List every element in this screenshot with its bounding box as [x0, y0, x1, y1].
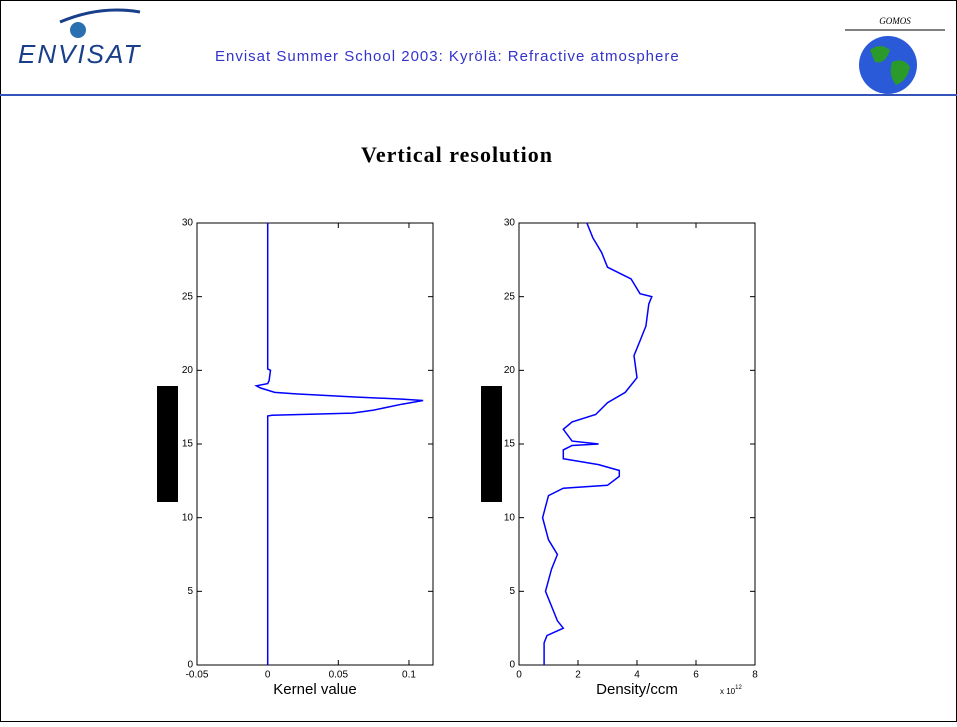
y-tick-label: 15 — [182, 439, 194, 450]
black-bar — [481, 386, 502, 502]
x-multiplier-exponent: 12 — [735, 685, 742, 691]
y-tick-label: 20 — [182, 365, 194, 376]
x-axis-label: Density/ccm — [596, 681, 678, 698]
x-tick-label: 0.1 — [402, 670, 416, 681]
x-tick-label: 4 — [634, 670, 640, 681]
y-tick-label: 5 — [187, 586, 193, 597]
logo-globe — [70, 22, 86, 38]
slide-title: Vertical resolution — [361, 142, 553, 167]
y-tick-label: 30 — [182, 218, 194, 229]
y-tick-label: 25 — [504, 291, 516, 302]
x-tick-label: 6 — [693, 670, 699, 681]
y-tick-label: 10 — [182, 512, 194, 523]
x-tick-label: -0.05 — [186, 670, 209, 681]
y-tick-label: 5 — [509, 586, 515, 597]
y-tick-label: 15 — [504, 439, 516, 450]
y-tick-label: 30 — [504, 218, 516, 229]
logo-right: GOMOS — [879, 16, 911, 26]
y-tick-label: 0 — [509, 660, 515, 671]
x-tick-label: 0 — [516, 670, 522, 681]
x-tick-label: 0 — [265, 670, 271, 681]
x-tick-label: 8 — [752, 670, 758, 681]
black-bar — [157, 386, 178, 502]
x-multiplier-base: x 10 — [720, 687, 736, 696]
slide: ENVISAT Envisat Summer School 2003: Kyrö… — [0, 0, 957, 722]
header-title: Envisat Summer School 2003: Kyrölä: Refr… — [215, 48, 680, 65]
y-tick-label: 25 — [182, 291, 194, 302]
x-tick-label: 2 — [575, 670, 581, 681]
x-axis-label: Kernel value — [273, 681, 356, 698]
x-tick-label: 0.05 — [329, 670, 349, 681]
logo-left: ENVISAT — [18, 39, 141, 69]
y-tick-label: 20 — [504, 365, 516, 376]
y-tick-label: 10 — [504, 512, 516, 523]
slide-border — [1, 1, 957, 722]
